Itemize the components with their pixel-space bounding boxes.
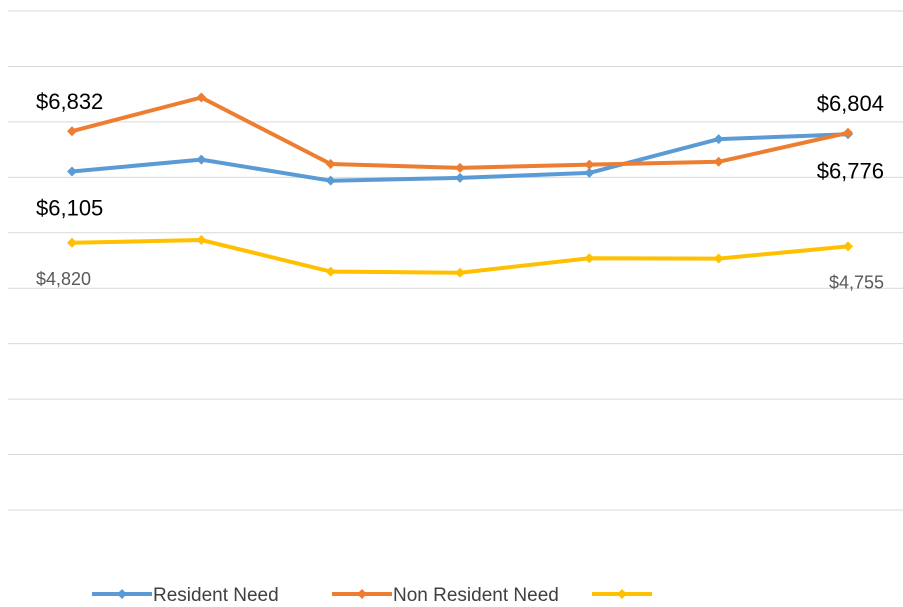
data-label: $6,105 bbox=[36, 196, 103, 221]
series-line bbox=[70, 95, 850, 170]
data-label: $4,755 bbox=[829, 272, 884, 292]
data-label: $6,776 bbox=[817, 158, 884, 183]
data-label: $6,832 bbox=[36, 89, 103, 114]
data-point-marker bbox=[713, 134, 724, 145]
data-point-marker bbox=[196, 234, 207, 245]
data-point-marker bbox=[584, 159, 595, 170]
series-1: $6,105 $6,776 bbox=[36, 129, 884, 221]
data-point-marker bbox=[584, 167, 595, 178]
data-point-marker bbox=[67, 166, 77, 177]
data-point-marker bbox=[67, 237, 77, 248]
data-point-marker bbox=[196, 92, 207, 103]
data-point-marker bbox=[584, 253, 595, 264]
gridlines bbox=[8, 10, 903, 511]
data-point-marker bbox=[325, 159, 336, 170]
data-label: $6,804 bbox=[817, 91, 884, 116]
legend-marker bbox=[117, 589, 127, 599]
data-point-marker bbox=[196, 154, 207, 165]
legend-label: Resident Need bbox=[153, 585, 279, 606]
data-point-marker bbox=[843, 241, 853, 252]
data-point-marker bbox=[325, 266, 336, 277]
data-point-marker bbox=[325, 175, 336, 186]
legend-item: Resident Need bbox=[92, 585, 279, 606]
data-point-marker bbox=[455, 162, 465, 173]
data-label: $4,820 bbox=[36, 269, 91, 289]
legend-marker bbox=[357, 589, 367, 599]
series-2: $6,832 $6,804 bbox=[36, 89, 884, 173]
legend-item: Non Resident Need bbox=[332, 585, 559, 606]
legend-label: Non Resident Need bbox=[393, 585, 559, 606]
data-point-marker bbox=[713, 156, 724, 167]
legend-marker bbox=[617, 589, 627, 599]
series-3: $4,820 $4,755 bbox=[36, 234, 884, 292]
data-point-marker bbox=[455, 172, 465, 183]
data-point-marker bbox=[713, 253, 724, 264]
legend: Resident Need Non Resident Need bbox=[92, 585, 652, 606]
data-point-marker bbox=[455, 267, 465, 278]
data-point-marker bbox=[67, 126, 77, 137]
data-point-marker bbox=[843, 127, 853, 138]
legend-item bbox=[592, 589, 652, 599]
